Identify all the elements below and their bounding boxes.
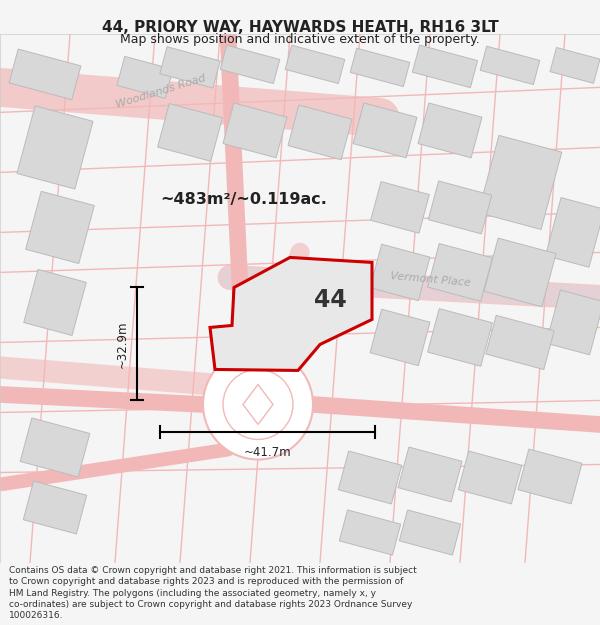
Text: 44, PRIORY WAY, HAYWARDS HEATH, RH16 3LT: 44, PRIORY WAY, HAYWARDS HEATH, RH16 3LT	[101, 20, 499, 35]
Polygon shape	[23, 481, 87, 534]
Text: Map shows position and indicative extent of the property.: Map shows position and indicative extent…	[120, 32, 480, 46]
Polygon shape	[350, 48, 410, 87]
Polygon shape	[210, 258, 372, 371]
Polygon shape	[428, 309, 493, 366]
Polygon shape	[24, 269, 86, 336]
Polygon shape	[545, 198, 600, 268]
Polygon shape	[370, 244, 430, 301]
Polygon shape	[518, 449, 582, 504]
Text: ~483m²/~0.119ac.: ~483m²/~0.119ac.	[160, 192, 327, 207]
Text: to Crown copyright and database rights 2023 and is reproduced with the permissio: to Crown copyright and database rights 2…	[9, 578, 403, 586]
Polygon shape	[399, 510, 461, 555]
Polygon shape	[398, 447, 462, 502]
Text: co-ordinates) are subject to Crown copyright and database rights 2023 Ordnance S: co-ordinates) are subject to Crown copyr…	[9, 600, 412, 609]
Polygon shape	[480, 46, 540, 84]
Polygon shape	[371, 182, 430, 233]
Polygon shape	[418, 103, 482, 158]
Text: 44: 44	[314, 289, 346, 312]
Polygon shape	[9, 49, 81, 100]
Polygon shape	[412, 45, 478, 88]
Polygon shape	[285, 45, 345, 84]
Circle shape	[203, 349, 313, 459]
Polygon shape	[160, 47, 220, 88]
Text: HM Land Registry. The polygons (including the associated geometry, namely x, y: HM Land Registry. The polygons (includin…	[9, 589, 376, 598]
Polygon shape	[243, 384, 273, 424]
Circle shape	[223, 369, 293, 439]
Polygon shape	[478, 136, 562, 229]
Polygon shape	[17, 106, 93, 189]
Text: Woodlands Road: Woodlands Road	[115, 73, 208, 110]
Polygon shape	[428, 181, 492, 234]
Polygon shape	[428, 244, 493, 301]
Text: Vermont Place: Vermont Place	[390, 271, 472, 288]
Polygon shape	[117, 56, 173, 98]
Polygon shape	[458, 451, 522, 504]
Polygon shape	[370, 309, 430, 366]
Text: ~41.7m: ~41.7m	[244, 446, 292, 459]
Text: ~32.9m: ~32.9m	[116, 320, 129, 368]
Polygon shape	[550, 48, 600, 83]
Polygon shape	[339, 510, 401, 555]
Polygon shape	[353, 103, 417, 158]
Text: Contains OS data © Crown copyright and database right 2021. This information is : Contains OS data © Crown copyright and d…	[9, 566, 417, 575]
Polygon shape	[220, 45, 280, 84]
Polygon shape	[546, 290, 600, 355]
Polygon shape	[20, 418, 90, 477]
Polygon shape	[288, 105, 352, 160]
Polygon shape	[486, 316, 554, 369]
Polygon shape	[223, 103, 287, 158]
Polygon shape	[484, 238, 556, 307]
Polygon shape	[26, 191, 94, 264]
Polygon shape	[338, 451, 402, 504]
Polygon shape	[158, 104, 223, 161]
Text: 100026316.: 100026316.	[9, 611, 64, 620]
